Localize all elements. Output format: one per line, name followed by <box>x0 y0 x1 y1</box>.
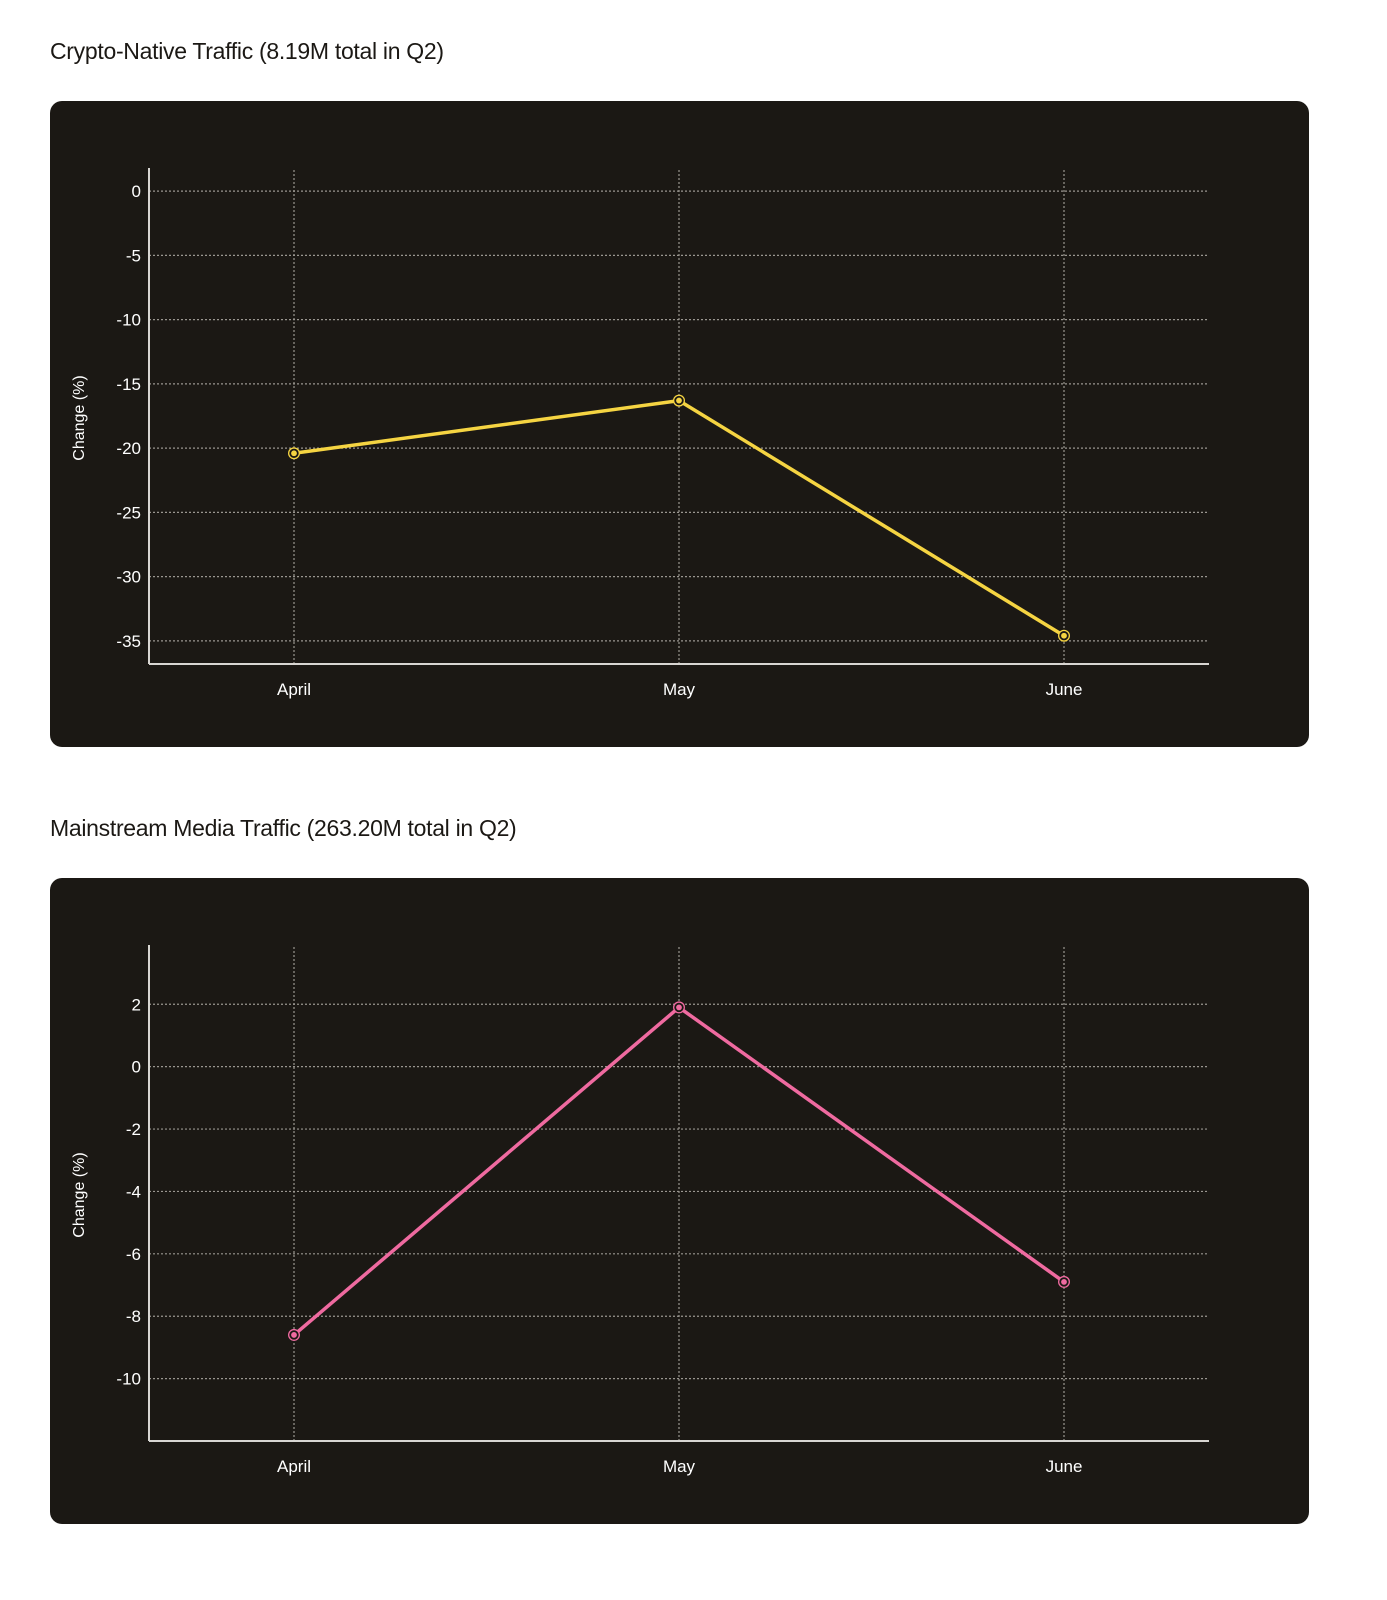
x-tick-label: April <box>277 680 311 699</box>
y-tick-label: -15 <box>116 375 141 394</box>
y-tick-label: -25 <box>116 503 141 522</box>
y-tick-label: 2 <box>132 995 141 1014</box>
data-point <box>674 1002 684 1013</box>
data-point <box>1059 1277 1069 1287</box>
y-tick-label: 0 <box>132 1058 141 1077</box>
y-tick-label: -6 <box>126 1245 141 1264</box>
y-tick-label: -10 <box>116 311 141 330</box>
y-tick-label: -20 <box>116 439 141 458</box>
x-tick-label: May <box>663 1457 696 1476</box>
y-tick-label: -4 <box>126 1182 141 1201</box>
line-chart-mainstream: 2 0 -2 -4 -6 -8 -10 April May June Change (%) <box>71 945 1209 1476</box>
y-tick-label: -5 <box>126 246 141 265</box>
y-tick-label: -35 <box>116 632 141 651</box>
data-point <box>674 395 684 406</box>
chart-panel-mainstream: 2 0 -2 -4 -6 -8 -10 April May June Change (%) <box>50 878 1309 1524</box>
line-chart-crypto: 0 -5 -10 -15 -20 -25 -30 -35 April May June Change … <box>71 168 1209 699</box>
y-axis-label: Change (%) <box>71 1152 88 1237</box>
data-point <box>289 448 299 458</box>
x-tick-label: June <box>1046 1457 1083 1476</box>
x-tick-label: May <box>663 680 696 699</box>
y-tick-label: -10 <box>116 1370 141 1389</box>
data-point <box>1059 631 1069 641</box>
data-point <box>289 1330 299 1340</box>
x-tick-label: April <box>277 1457 311 1476</box>
chart-panel-crypto: 0 -5 -10 -15 -20 -25 -30 -35 April May June Change … <box>50 101 1309 747</box>
chart-title-mainstream: Mainstream Media Traffic (263.20M total … <box>50 815 517 841</box>
x-tick-label: June <box>1046 680 1083 699</box>
y-tick-label: -2 <box>126 1120 141 1139</box>
y-axis-label: Change (%) <box>71 375 88 460</box>
y-tick-label: 0 <box>132 182 141 201</box>
chart-title-crypto: Crypto-Native Traffic (8.19M total in Q2… <box>50 38 444 64</box>
y-tick-label: -30 <box>116 568 141 587</box>
y-tick-label: -8 <box>126 1307 141 1326</box>
